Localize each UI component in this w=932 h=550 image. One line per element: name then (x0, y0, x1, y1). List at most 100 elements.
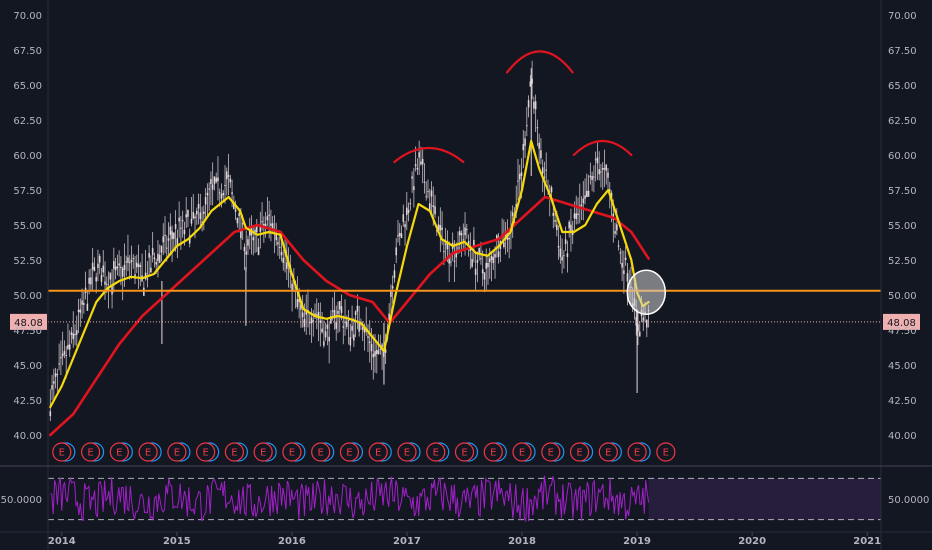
candle-body (416, 167, 419, 170)
candle-body (162, 236, 165, 243)
candle-body (199, 212, 202, 220)
earnings-marker[interactable] (569, 442, 590, 462)
candle-body (404, 224, 406, 228)
pattern-arc[interactable] (505, 50, 574, 74)
earnings-marker[interactable] (311, 442, 331, 462)
earnings-marker[interactable] (627, 442, 647, 462)
candle-body (511, 212, 514, 217)
candle-body (203, 211, 205, 214)
y-tick-label-left: 57.50 (13, 186, 42, 197)
candle-body (608, 189, 611, 192)
earnings-marker[interactable] (80, 442, 101, 462)
pattern-arc[interactable] (393, 146, 465, 164)
candle-body (174, 224, 177, 229)
earnings-marker[interactable] (368, 442, 388, 462)
candle-body (240, 229, 242, 239)
candle-body (268, 214, 270, 216)
candle-body (458, 231, 461, 236)
candle-body (409, 203, 412, 205)
candle-body (413, 186, 415, 191)
candle-body (165, 247, 168, 249)
earnings-marker[interactable] (454, 442, 475, 462)
candle-body (384, 349, 387, 353)
earnings-marker[interactable] (138, 442, 158, 462)
candle-body (545, 169, 548, 171)
earnings-marker[interactable] (512, 442, 532, 462)
candle-body (86, 303, 89, 311)
oscillator-value-right: 50.0000 (888, 495, 929, 506)
candle-body (218, 192, 221, 194)
candle-body (367, 336, 369, 338)
chart-annotations: 48.08 48.08 E E E E E E E E E E E E E E E E E E E E E E (10, 50, 920, 462)
candle-body (233, 202, 235, 210)
candle-body (443, 251, 445, 253)
candle-body (98, 255, 101, 263)
earnings-marker[interactable] (253, 442, 273, 462)
candle-body (420, 161, 422, 165)
x-tick-label: 2018 (508, 536, 536, 547)
candle-body (213, 176, 216, 184)
candle-body (312, 320, 315, 322)
candle-body (211, 184, 214, 190)
candle-body (526, 125, 528, 127)
earnings-marker[interactable] (541, 442, 561, 462)
earnings-marker[interactable] (426, 442, 446, 462)
earnings-marker[interactable] (339, 442, 360, 462)
highlight-circle[interactable] (626, 269, 667, 315)
candle-body (503, 242, 505, 247)
pattern-arc[interactable] (572, 140, 633, 157)
earnings-marker[interactable] (196, 442, 216, 462)
earnings-marker-label: E (59, 448, 65, 459)
earnings-marker[interactable] (397, 442, 417, 462)
candle-body (337, 310, 339, 314)
candle-body (353, 334, 355, 341)
candle-body (65, 354, 67, 356)
earnings-marker[interactable] (109, 442, 129, 462)
candle-body (391, 286, 394, 289)
candle-body (315, 314, 318, 316)
candle-body (398, 232, 401, 237)
candle-body (441, 227, 443, 230)
earnings-marker[interactable] (52, 442, 72, 462)
candle-body (74, 333, 76, 336)
current-price-marker-left (10, 313, 47, 330)
candle-body (331, 310, 334, 312)
earnings-marker[interactable] (483, 442, 503, 462)
candle-body (517, 180, 519, 182)
earnings-marker-label: E (519, 448, 525, 459)
candle-body (248, 229, 251, 236)
candle-body (118, 263, 120, 266)
candle-body (393, 270, 396, 279)
candle-body (171, 231, 173, 240)
candle-body (381, 344, 383, 348)
candle-body (121, 268, 124, 277)
candle-body (541, 167, 544, 174)
candle-body (197, 203, 200, 209)
earnings-marker[interactable] (282, 442, 302, 462)
candle-body (100, 274, 103, 282)
candle-body (75, 330, 78, 335)
candle-body (496, 235, 498, 241)
y-tick-label-right: 50.00 (888, 291, 917, 302)
current-price-marker-right (883, 313, 920, 330)
oscillator-pane: 50.0000 50.0000 (1, 475, 929, 523)
candle-body (266, 216, 269, 221)
candle-body (53, 381, 55, 384)
candle-body (340, 306, 343, 313)
candle-body (446, 241, 449, 250)
earnings-marker[interactable] (224, 442, 244, 462)
candle-body (534, 101, 537, 110)
candle-body (550, 187, 553, 193)
candle-body (561, 256, 563, 261)
candle-body (425, 196, 428, 198)
earnings-marker[interactable] (656, 442, 676, 462)
candle-body (586, 190, 588, 198)
earnings-marker[interactable] (167, 442, 187, 462)
candle-body (376, 349, 378, 355)
candle-body (564, 239, 567, 245)
candle-body (190, 218, 193, 224)
earnings-marker[interactable] (598, 442, 618, 462)
candle-body (225, 171, 228, 180)
candle-body (464, 227, 466, 236)
